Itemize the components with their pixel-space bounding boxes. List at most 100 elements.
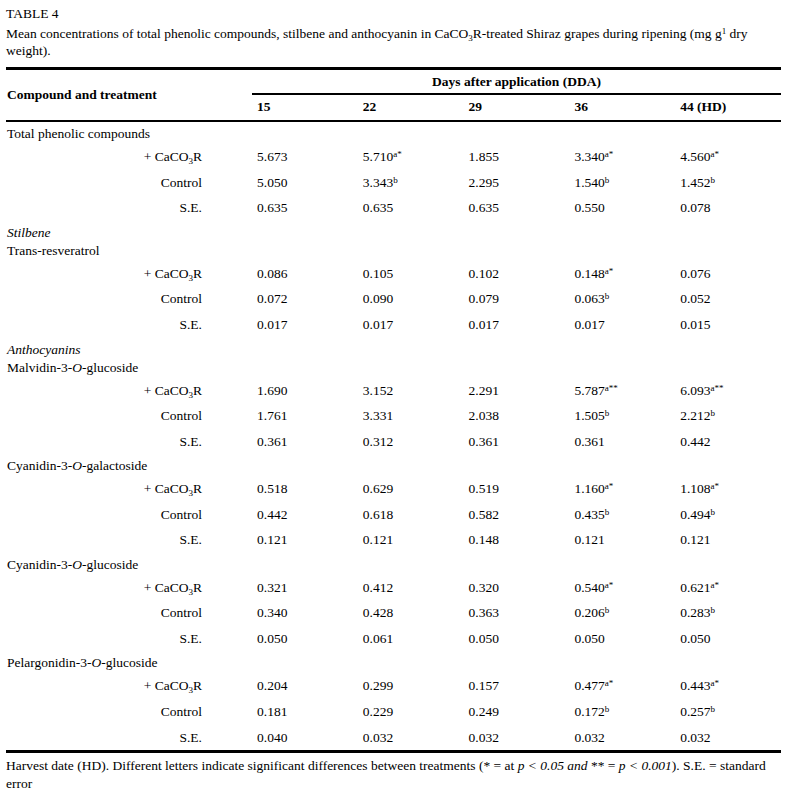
value-cell: 0.361 — [252, 429, 358, 455]
column-header-day: 29 — [464, 94, 570, 122]
value-cell: 3.152 — [358, 378, 464, 404]
row-label: Control — [6, 403, 252, 429]
value-cell: 0.121 — [252, 527, 358, 553]
value-cell: 0.629 — [358, 476, 464, 502]
value-cell: 0.032 — [464, 725, 570, 752]
significance-superscript: a* — [393, 149, 402, 159]
significance-superscript: b — [605, 704, 610, 714]
value-cell: 1.108a* — [675, 476, 781, 502]
section-heading-row: Pelargonidin-3-O-glucoside — [6, 651, 781, 673]
value-cell: 0.052 — [675, 286, 781, 312]
table-row: S.E.0.0500.0610.0500.0500.050 — [6, 626, 781, 652]
significance-superscript: a* — [711, 149, 720, 159]
value-cell: 0.635 — [252, 195, 358, 221]
significance-superscript: a* — [605, 149, 614, 159]
value-cell: 0.518 — [252, 476, 358, 502]
value-cell: 0.032 — [675, 725, 781, 752]
value-cell: 0.361 — [569, 429, 675, 455]
significance-superscript: a* — [711, 580, 720, 590]
row-label: Control — [6, 502, 252, 528]
value-cell: 0.181 — [252, 699, 358, 725]
row-label: Control — [6, 170, 252, 196]
value-cell: 0.121 — [569, 527, 675, 553]
value-cell: 0.363 — [464, 600, 570, 626]
value-cell: 0.340 — [252, 600, 358, 626]
value-cell: 0.312 — [358, 429, 464, 455]
value-cell: 0.283b — [675, 600, 781, 626]
significance-superscript: b — [605, 605, 610, 615]
table-row: + CaCO3R0.2040.2990.1570.477a*0.443a* — [6, 673, 781, 699]
row-label: Control — [6, 286, 252, 312]
row-label: S.E. — [6, 312, 252, 338]
table-row: S.E.0.0170.0170.0170.0170.015 — [6, 312, 781, 338]
value-cell: 0.435b — [569, 502, 675, 528]
value-cell: 0.477a* — [569, 673, 675, 699]
value-cell: 2.295 — [464, 170, 570, 196]
value-cell: 0.582 — [464, 502, 570, 528]
row-label: S.E. — [6, 626, 252, 652]
table-label: TABLE 4 — [6, 5, 781, 23]
value-cell: 0.229 — [358, 699, 464, 725]
section-heading: Cyanidin-3-O-galactoside — [6, 454, 781, 476]
value-cell: 0.320 — [464, 575, 570, 601]
section-heading-row: Cyanidin-3-O-galactoside — [6, 454, 781, 476]
value-cell: 3.340a* — [569, 144, 675, 170]
row-label: S.E. — [6, 429, 252, 455]
table-row: S.E.0.6350.6350.6350.5500.078 — [6, 195, 781, 221]
row-label: + CaCO3R — [6, 673, 252, 699]
value-cell: 0.249 — [464, 699, 570, 725]
value-cell: 5.710a* — [358, 144, 464, 170]
value-cell: 0.050 — [252, 626, 358, 652]
significance-superscript: b — [711, 175, 716, 185]
value-cell: 2.038 — [464, 403, 570, 429]
paper-page: TABLE 4 Mean concentrations of total phe… — [0, 0, 786, 796]
value-cell: 0.519 — [464, 476, 570, 502]
table-row: + CaCO3R0.3210.4120.3200.540a*0.621a* — [6, 575, 781, 601]
row-label: + CaCO3R — [6, 575, 252, 601]
value-cell: 1.761 — [252, 403, 358, 429]
table-header: Compound and treatment Days after applic… — [6, 69, 781, 122]
significance-superscript: b — [393, 175, 398, 185]
column-header-day: 22 — [358, 94, 464, 122]
table-row: Control0.3400.4280.3630.206b0.283b — [6, 600, 781, 626]
column-header-dda: Days after application (DDA) — [252, 69, 781, 94]
value-cell: 0.540a* — [569, 575, 675, 601]
table-row: S.E.0.3610.3120.3610.3610.442 — [6, 429, 781, 455]
table-row: + CaCO3R0.0860.1050.1020.148a*0.076 — [6, 261, 781, 287]
section-heading: Cyanidin-3-O-glucoside — [6, 553, 781, 575]
value-cell: 0.412 — [358, 575, 464, 601]
significance-superscript: b — [711, 704, 716, 714]
value-cell: 4.560a* — [675, 144, 781, 170]
table-row: + CaCO3R1.6903.1522.2915.787a**6.093a** — [6, 378, 781, 404]
value-cell: 0.063b — [569, 286, 675, 312]
value-cell: 3.331 — [358, 403, 464, 429]
value-cell: 0.157 — [464, 673, 570, 699]
value-cell: 0.079 — [464, 286, 570, 312]
section-heading-row: Total phenolic compounds — [6, 121, 781, 144]
value-cell: 2.291 — [464, 378, 570, 404]
value-cell: 3.343b — [358, 170, 464, 196]
value-cell: 0.443a* — [675, 673, 781, 699]
column-header-day: 36 — [569, 94, 675, 122]
value-cell: 0.321 — [252, 575, 358, 601]
significance-superscript: b — [711, 408, 716, 418]
value-cell: 0.078 — [675, 195, 781, 221]
table-row: Control0.1810.2290.2490.172b0.257b — [6, 699, 781, 725]
section-heading: Pelargonidin-3-O-glucoside — [6, 651, 781, 673]
table-caption: Mean concentrations of total phenolic co… — [6, 25, 781, 61]
table-row: + CaCO3R0.5180.6290.5191.160a*1.108a* — [6, 476, 781, 502]
section-heading-row: AnthocyaninsMalvidin-3-O-glucoside — [6, 338, 781, 378]
value-cell: 0.428 — [358, 600, 464, 626]
row-label: + CaCO3R — [6, 378, 252, 404]
value-cell: 0.017 — [252, 312, 358, 338]
value-cell: 5.050 — [252, 170, 358, 196]
row-label: S.E. — [6, 527, 252, 553]
value-cell: 0.172b — [569, 699, 675, 725]
row-label: S.E. — [6, 195, 252, 221]
section-heading: Total phenolic compounds — [6, 121, 781, 144]
table-row: S.E.0.1210.1210.1480.1210.121 — [6, 527, 781, 553]
table-row: Control5.0503.343b2.2951.540b1.452b — [6, 170, 781, 196]
row-label: + CaCO3R — [6, 476, 252, 502]
value-cell: 0.621a* — [675, 575, 781, 601]
value-cell: 0.050 — [675, 626, 781, 652]
